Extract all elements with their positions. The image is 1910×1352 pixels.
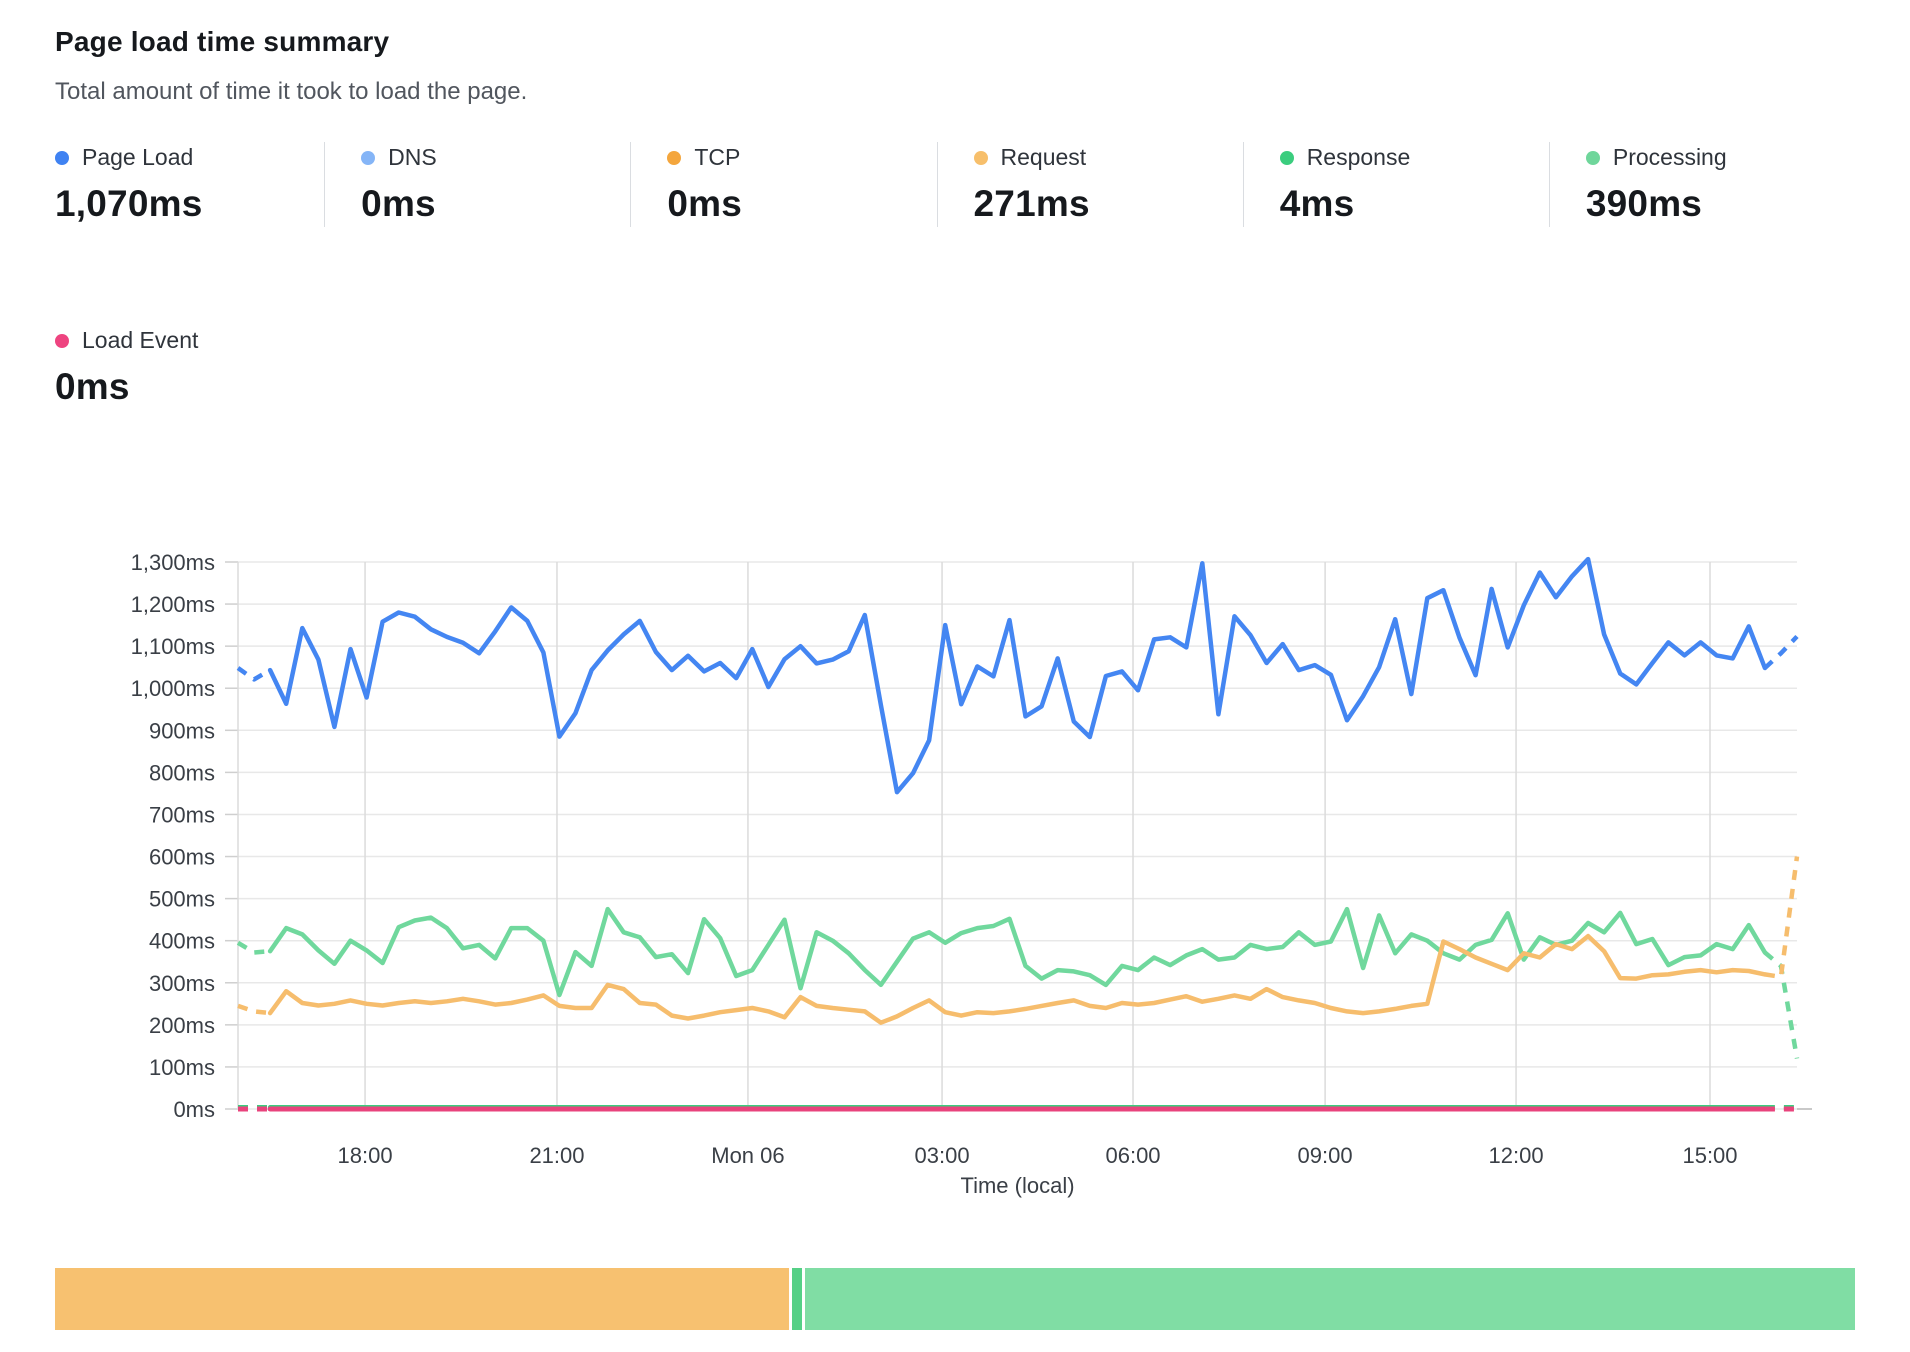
metric-processing: Processing 390ms: [1548, 142, 1855, 227]
x-axis-tick-label: 09:00: [1298, 1143, 1353, 1168]
bar-segment-gap: [802, 1268, 806, 1330]
response-legend-dot-icon: [1279, 150, 1294, 165]
metric-value: 1,070ms: [55, 183, 203, 224]
y-axis-tick-label: 700ms: [149, 802, 215, 827]
series-page-load-line: [267, 556, 1768, 795]
x-axis-tick-label: 18:00: [338, 1143, 393, 1168]
x-axis-tick-label: Mon 06: [711, 1143, 784, 1168]
metric-label: DNS: [388, 144, 437, 170]
metrics-row: Page Load 1,070ms DNS 0ms TCP 0ms Reques…: [55, 142, 1855, 227]
metric-value: 390ms: [1585, 183, 1703, 224]
tcp-legend-dot-icon: [667, 150, 682, 165]
metric-value: 0ms: [55, 366, 130, 407]
bar-segment-processing-phase: [805, 1268, 1855, 1330]
processing-legend-dot-icon: [1585, 150, 1600, 165]
metric-label: Processing: [1612, 144, 1727, 170]
series-page-load-head: [236, 666, 272, 682]
y-axis-tick-label: 1,300ms: [131, 550, 215, 575]
page-load-time-chart: 0ms 100ms 200ms 300ms 400ms 500ms 600ms 700ms 80…: [131, 550, 1812, 1198]
metric-dns: DNS 0ms: [324, 142, 630, 227]
y-axis-tick-label: 100ms: [149, 1055, 215, 1080]
series-processing-line: [267, 906, 1768, 998]
dns-legend-dot-icon: [361, 150, 376, 165]
x-axis-tick-label: 03:00: [915, 1143, 970, 1168]
y-axis-tick-label: 1,000ms: [131, 676, 215, 701]
y-axis-tick-label: 1,100ms: [131, 634, 215, 659]
x-axis-title: Time (local): [960, 1173, 1074, 1198]
metric-label: Response: [1306, 144, 1411, 170]
load-event-legend-dot-icon: [55, 333, 69, 348]
chart-area: 0ms 100ms 200ms 300ms 400ms 500ms 600ms 700ms 80…: [55, 436, 1855, 1206]
x-axis-tick-label: 21:00: [529, 1143, 584, 1168]
metric-load-event: Load Event 0ms: [55, 325, 198, 410]
x-axis-tick-label: 12:00: [1489, 1143, 1544, 1168]
request-legend-dot-icon: [973, 150, 988, 165]
y-axis-tick-label: 300ms: [149, 971, 215, 996]
metric-response: Response 4ms: [1242, 142, 1549, 227]
metric-page-load: Page Load 1,070ms: [55, 142, 324, 227]
bar-segment-request-phase: [55, 1268, 790, 1330]
metrics-row-2: Load Event 0ms: [55, 325, 1855, 410]
metric-value: 0ms: [361, 183, 436, 224]
series-request-line: [267, 933, 1768, 1025]
series-request-head: [237, 1003, 271, 1016]
x-axis-tick-label: 15:00: [1682, 1143, 1737, 1168]
bar-segment-gap: [789, 1268, 793, 1330]
y-axis-tick-label: 400ms: [149, 929, 215, 954]
metric-value: 0ms: [667, 183, 742, 224]
page-title: Page load time summary: [55, 26, 390, 57]
metric-label: Request: [1000, 144, 1087, 170]
load-phase-distribution-bar: [55, 1268, 1855, 1330]
y-axis-tick-label: 900ms: [149, 718, 215, 743]
metric-label: TCP: [694, 144, 741, 170]
series-processing-head: [236, 940, 271, 955]
y-axis-tick-label: 600ms: [149, 845, 215, 870]
series-page-load-tail: [1763, 634, 1799, 670]
page-subtitle: Total amount of time it took to load the…: [55, 78, 528, 105]
y-axis-tick-label: 500ms: [149, 887, 215, 912]
metric-request: Request 271ms: [936, 142, 1243, 227]
y-axis-tick-label: 1,200ms: [131, 592, 215, 617]
page-load-legend-dot-icon: [55, 150, 69, 165]
x-axis-tick-label: 06:00: [1105, 1143, 1160, 1168]
y-axis-tick-label: 800ms: [149, 760, 215, 785]
bar-segment-response-sliver: [792, 1268, 803, 1330]
metric-label: Page Load: [82, 144, 194, 170]
series-request-tail: [1764, 856, 1800, 980]
metric-value: 4ms: [1279, 183, 1355, 224]
metric-value: 271ms: [973, 183, 1090, 224]
metric-tcp: TCP 0ms: [630, 142, 936, 227]
metric-label: Load Event: [82, 327, 199, 353]
y-axis-tick-label: 0ms: [173, 1097, 215, 1122]
y-axis-tick-label: 200ms: [149, 1013, 215, 1038]
